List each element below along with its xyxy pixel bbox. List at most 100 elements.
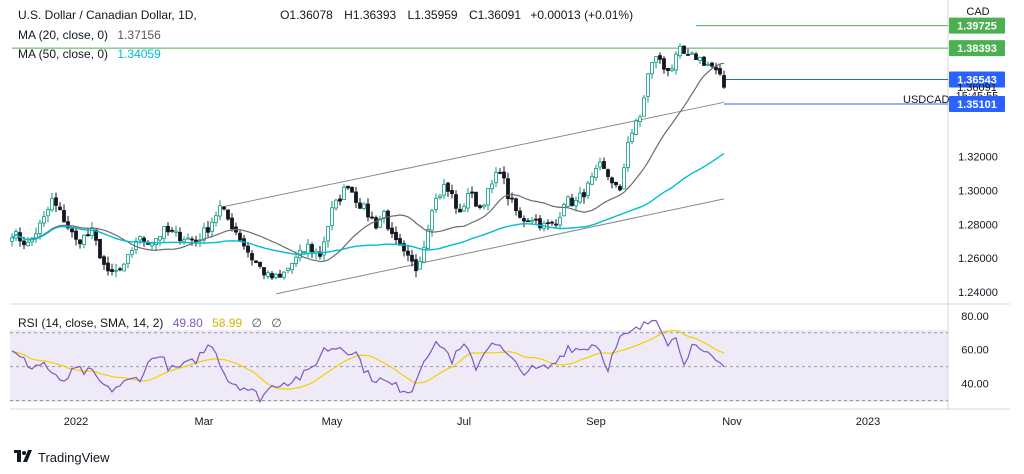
ma50-line[interactable] xyxy=(11,153,725,255)
candle-body xyxy=(626,141,630,168)
candle-body xyxy=(514,198,518,212)
price-label-text: 1.39725 xyxy=(957,21,997,33)
candle-body xyxy=(214,215,218,224)
rsi-tick-label: 80.00 xyxy=(961,311,989,323)
candle-body xyxy=(130,250,134,255)
candle-body xyxy=(322,241,326,256)
price-label-box xyxy=(949,40,1005,57)
candle-body xyxy=(658,55,662,60)
candle-body xyxy=(398,238,402,246)
candle-body xyxy=(710,62,714,67)
candle-body xyxy=(434,197,438,210)
candle-body xyxy=(486,188,490,206)
ma20-line[interactable] xyxy=(11,62,725,263)
candle-body xyxy=(654,56,658,63)
price-label-box xyxy=(949,17,1005,34)
candle-body xyxy=(530,220,534,223)
rsi-sma-value: 58.99 xyxy=(212,316,243,330)
price-tick-label: 1.30000 xyxy=(958,185,998,197)
candle-body xyxy=(190,238,194,241)
tradingview-brand[interactable]: TradingView xyxy=(14,449,110,465)
candle-body xyxy=(554,223,558,226)
candle-body xyxy=(406,250,410,256)
candle-body xyxy=(678,46,682,57)
candle-body xyxy=(210,221,214,232)
candle-body xyxy=(670,68,674,71)
candle-body xyxy=(682,45,686,54)
candle-body xyxy=(430,210,434,231)
price-label-box xyxy=(949,95,1005,112)
candle-body xyxy=(250,253,254,261)
candle-body xyxy=(438,195,442,198)
candle-body xyxy=(166,225,170,233)
price-tick-label: 1.32000 xyxy=(958,152,998,164)
candle-body xyxy=(454,194,458,209)
candle-body xyxy=(110,269,114,272)
candle-body xyxy=(258,261,262,267)
candle-body xyxy=(498,171,502,174)
candle-body xyxy=(686,54,690,56)
candle-body xyxy=(150,242,154,247)
rsi-na-2: ∅ xyxy=(271,316,282,330)
candle-body xyxy=(426,229,430,250)
candle-body xyxy=(70,228,74,233)
ma50-value: 1.34059 xyxy=(117,47,161,61)
candle-body xyxy=(174,230,178,233)
time-tick-label: Sep xyxy=(586,416,606,428)
candle-body xyxy=(178,231,182,242)
candle-body xyxy=(694,53,698,60)
low-value: L1.35959 xyxy=(407,8,458,22)
candle-body xyxy=(550,221,554,224)
candle-body xyxy=(350,187,354,193)
candle-body xyxy=(598,161,602,168)
candle-body xyxy=(122,263,126,272)
time-tick-label: May xyxy=(322,416,343,428)
legend-ma50[interactable]: MA (50, close, 0) 1.34059 xyxy=(18,47,163,61)
candle-body xyxy=(342,186,346,201)
channel-lower-line[interactable] xyxy=(275,198,725,295)
candle-body xyxy=(718,68,722,75)
candle-body xyxy=(366,203,370,218)
candle-body xyxy=(602,161,606,169)
candle-body xyxy=(26,241,30,247)
candle-body xyxy=(546,222,550,225)
candle-body xyxy=(390,227,394,235)
candle-body xyxy=(270,273,274,279)
candle-body xyxy=(294,256,298,264)
candle-body xyxy=(74,230,78,240)
price-label-text: 1.36543 xyxy=(957,75,997,87)
candle-body xyxy=(478,205,482,208)
candle-body xyxy=(482,204,486,208)
candle-body xyxy=(362,203,366,210)
candle-body xyxy=(698,57,702,61)
rsi-tick-label: 40.00 xyxy=(961,379,989,391)
candle-body xyxy=(690,52,694,55)
legend-rsi[interactable]: RSI (14, close, SMA, 14, 2) 49.80 58.99 … xyxy=(18,316,284,330)
candle-body xyxy=(634,120,638,135)
candle-body xyxy=(458,208,462,213)
rsi-band xyxy=(10,330,948,402)
candle-body xyxy=(450,190,454,195)
candle-body xyxy=(446,182,450,192)
candle-body xyxy=(494,172,498,184)
candle-body xyxy=(106,262,110,272)
candle-body xyxy=(282,271,286,278)
time-tick-label: 2023 xyxy=(856,416,880,428)
candle-body xyxy=(566,196,570,207)
candle-body xyxy=(290,262,294,271)
price-label-text: 1.38393 xyxy=(957,43,997,55)
candle-body xyxy=(526,220,530,223)
rsi-line[interactable] xyxy=(11,319,725,404)
candle-body xyxy=(510,197,514,200)
candle-body xyxy=(466,193,470,209)
legend-ma20[interactable]: MA (20, close, 0) 1.37156 xyxy=(18,28,163,42)
change-value: +0.00013 (+0.01%) xyxy=(530,8,634,22)
price-label-text: 1.35101 xyxy=(957,99,997,111)
symbol-title[interactable]: U.S. Dollar / Canadian Dollar, 1D, xyxy=(18,8,197,22)
candle-body xyxy=(470,191,474,194)
candle-body xyxy=(558,216,562,226)
candle-body xyxy=(138,236,142,241)
candle-body xyxy=(186,237,190,240)
price-pane[interactable] xyxy=(10,0,948,304)
